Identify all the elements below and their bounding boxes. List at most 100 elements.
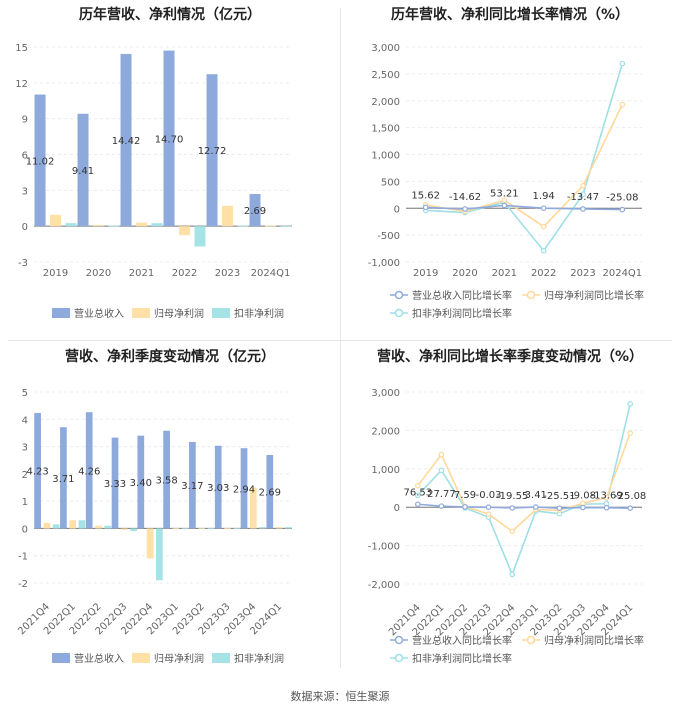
bar-netprofit: [222, 205, 233, 227]
point-value-label: -25.51: [543, 491, 575, 502]
y-tick-label: -1,000: [368, 542, 400, 553]
y-tick-label: 15: [15, 43, 28, 54]
bar-value-label: 9.41: [72, 166, 94, 177]
x-tick-label: 2019: [43, 268, 68, 279]
bar-deducted: [130, 528, 137, 532]
y-tick-label: 2,000: [371, 97, 400, 108]
point-value-label: -13.47: [567, 192, 599, 203]
bar-revenue: [60, 427, 67, 529]
chart-title: 历年营收、净利情况（亿元）: [79, 7, 261, 23]
legend-label: 营业总收入: [74, 307, 124, 320]
y-tick-label: 0: [22, 524, 28, 535]
series-point: [501, 202, 508, 209]
point-value-label: 53.21: [490, 188, 519, 199]
series-point: [603, 494, 610, 501]
series-point: [422, 204, 429, 211]
series-point: [462, 206, 468, 212]
series-point: [619, 101, 626, 108]
bar-revenue: [214, 445, 222, 529]
bar-value-label: 2.69: [244, 206, 266, 217]
legend-swatch: [212, 653, 230, 663]
series-line-netprofit: [417, 432, 631, 533]
annual-growth-line-chart: 3,000 2,500 2,000 1,500 1,000 500 0 -500 -1,000 1…: [368, 43, 644, 320]
legend-swatch: [132, 308, 150, 318]
series-point: [540, 247, 547, 254]
y-tick-label: -500: [377, 231, 400, 242]
bar-deducted: [104, 525, 112, 529]
x-tick-label: 2022: [172, 268, 197, 279]
series-point: [556, 505, 563, 511]
bar-netprofit: [179, 226, 190, 236]
series-line-netprofit: [425, 104, 624, 228]
bar-revenue: [163, 50, 175, 227]
legend-label: 营业总收入同比增长率: [412, 289, 512, 302]
bar-netprofit: [172, 527, 180, 529]
point-value-label: 76.53: [403, 487, 432, 498]
y-tick-label: 0: [394, 204, 400, 215]
vertical-divider: [340, 8, 341, 668]
series-point: [580, 206, 586, 212]
legend-swatch: [52, 308, 70, 318]
bar-netprofit: [95, 525, 102, 529]
y-tick-label: -1,000: [368, 258, 400, 269]
series-point: [501, 197, 508, 203]
x-tick-label: 2024Q1: [251, 268, 291, 279]
legend-marker: [394, 290, 404, 300]
bar-deducted: [233, 527, 241, 529]
bar-value-label: 4.26: [78, 466, 100, 477]
x-tick-label: 2023: [215, 268, 240, 279]
legend-label: 扣非净利润: [234, 652, 284, 665]
bar-value-label: 3.71: [52, 474, 74, 485]
point-value-label: 3.41: [525, 490, 547, 501]
y-tick-label: 3,000: [371, 388, 400, 399]
x-tick-label: 2020: [86, 268, 111, 279]
bar-deducted: [181, 527, 189, 529]
point-value-label: -9.08: [570, 491, 596, 502]
y-tick-label: 1: [22, 497, 28, 508]
point-value-label: -25.08: [606, 193, 638, 204]
bar-deducted: [237, 225, 249, 227]
bar-deducted: [151, 223, 163, 227]
bar-value-label: 3.03: [207, 483, 229, 494]
y-tick-label: 2,000: [371, 426, 400, 437]
series-point: [540, 205, 547, 211]
series-point: [619, 206, 626, 213]
series-point: [415, 492, 421, 499]
y-tick-label: 3: [22, 186, 28, 197]
legend-marker: [394, 635, 404, 645]
y-tick-label: -3: [18, 258, 28, 269]
quarterly-bar-chart-panel: 营收、净利季度变动情况（亿元） 5 4 3 2 1 0 -1 -2 4.23 3.71 4.26 3.…: [0, 342, 340, 682]
bar-deducted: [207, 527, 215, 529]
bar-value-label: 3.40: [130, 478, 152, 489]
annual-bar-chart-panel: 历年营收、净利情况（亿元） 15 12 9 6 3 0 -3 11.02 9.41 14.42 14…: [0, 0, 340, 340]
series-point: [485, 504, 492, 511]
bar-netprofit: [50, 214, 61, 227]
bar-deducted: [285, 527, 292, 529]
bar-netprofit: [93, 224, 104, 227]
y-tick-label: 1,000: [371, 465, 400, 476]
point-value-label: 27.77: [427, 489, 456, 500]
horizontal-divider: [8, 340, 672, 341]
y-tick-label: 1,000: [371, 151, 400, 162]
point-value-label: -19.55: [496, 491, 528, 502]
series-line-deducted: [425, 63, 624, 253]
series-point: [580, 191, 586, 198]
bar-value-label: 14.70: [155, 134, 184, 145]
bar-netprofit: [265, 225, 276, 227]
bar-value-label: 11.02: [26, 156, 55, 167]
bar-revenue: [77, 113, 89, 227]
point-value-label: -0.03: [476, 490, 502, 501]
bar-deducted: [78, 520, 86, 529]
series-line-revenue: [425, 204, 623, 211]
x-tick-label: 2021: [492, 268, 517, 279]
bar-value-label: 14.42: [112, 136, 141, 147]
legend-marker: [526, 290, 536, 300]
y-tick-label: 0: [394, 503, 400, 514]
bar-deducted: [52, 524, 60, 529]
bar-netprofit: [43, 522, 51, 529]
bar-value-label: 2.69: [259, 488, 281, 499]
series-point: [438, 467, 445, 474]
legend-swatch: [212, 308, 230, 318]
bar-revenue: [189, 441, 196, 529]
bar-value-label: 4.23: [26, 467, 48, 478]
